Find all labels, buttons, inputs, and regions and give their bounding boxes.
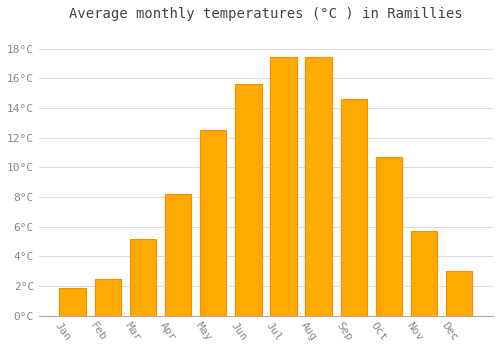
Bar [60,288,86,316]
Bar [94,279,121,316]
Bar [270,57,296,316]
Bar [306,57,332,316]
Bar [200,130,226,316]
Bar [130,239,156,316]
Bar [340,99,367,316]
Bar [165,194,191,316]
Bar [446,271,472,316]
Title: Average monthly temperatures (°C ) in Ramillies: Average monthly temperatures (°C ) in Ra… [69,7,462,21]
Bar [411,231,438,316]
Bar [376,157,402,316]
Bar [235,84,262,316]
